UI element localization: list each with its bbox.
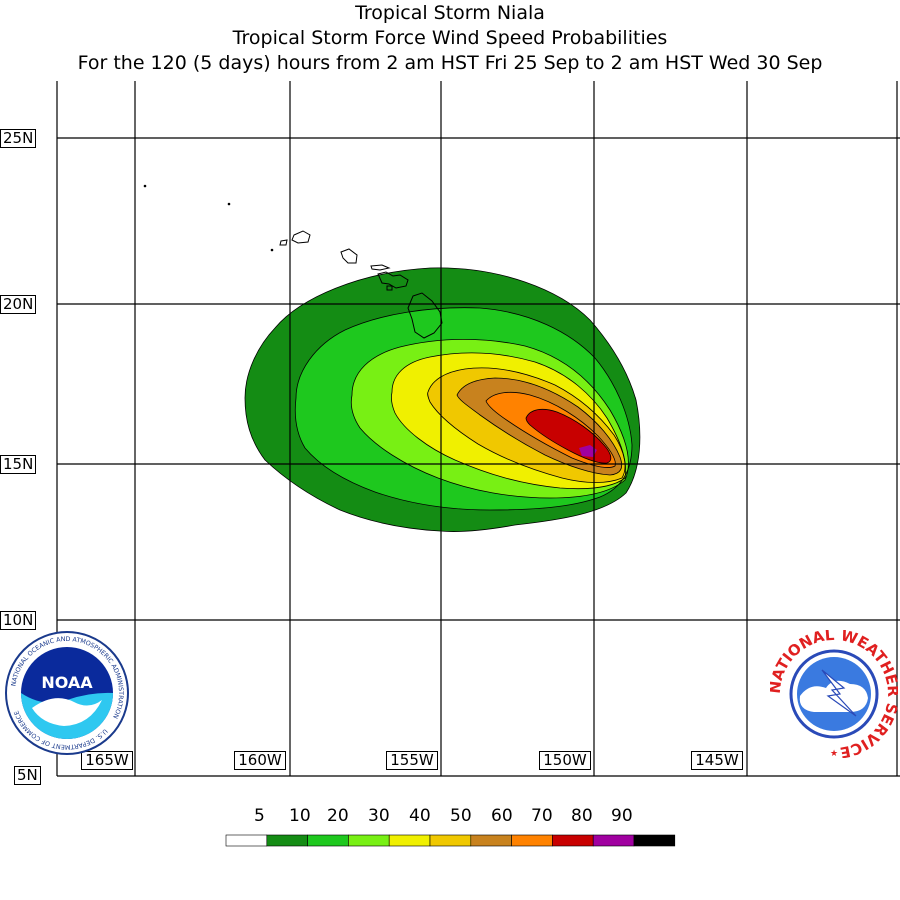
contour-80 bbox=[579, 445, 597, 457]
legend-swatch-0 bbox=[225, 834, 268, 847]
title-product: Tropical Storm Force Wind Speed Probabil… bbox=[232, 27, 668, 49]
legend-swatch-2 bbox=[307, 834, 349, 847]
lat-label-20n: 20N bbox=[0, 295, 37, 314]
legend-swatch-9 bbox=[592, 834, 635, 847]
legend-swatch-10 bbox=[633, 834, 676, 847]
legend-value-10: 10 bbox=[289, 806, 311, 826]
lat-label-15n: 15N bbox=[0, 455, 37, 474]
noaa-logo: NOAA NATIONAL OCEANIC AND ATMOSPHERIC AD… bbox=[5, 631, 129, 755]
legend-value-50: 50 bbox=[450, 806, 472, 826]
lat-label-10n: 10N bbox=[0, 611, 37, 630]
lon-label-145w: 145W bbox=[691, 751, 743, 770]
hawaiian-islands bbox=[143, 184, 443, 339]
noaa-logo-text: NOAA bbox=[41, 673, 93, 692]
legend-swatch-7 bbox=[511, 834, 553, 847]
lon-label-150w: 150W bbox=[539, 751, 591, 770]
island-oahu bbox=[340, 248, 358, 264]
legend-value-70: 70 bbox=[531, 806, 553, 826]
lon-label-165w: 165W bbox=[81, 751, 133, 770]
legend-swatch-6 bbox=[470, 834, 512, 847]
legend-color-bar bbox=[225, 834, 676, 847]
legend-value-20: 20 bbox=[327, 806, 349, 826]
legend-value-40: 40 bbox=[409, 806, 431, 826]
island-maui bbox=[377, 271, 409, 289]
island-kauai bbox=[291, 230, 311, 244]
lat-label-25n: 25N bbox=[0, 129, 37, 148]
legend-swatch-1 bbox=[266, 834, 308, 847]
title-period: For the 120 (5 days) hours from 2 am HST… bbox=[77, 52, 823, 74]
lon-label-155w: 155W bbox=[386, 751, 438, 770]
legend-value-5: 5 bbox=[254, 806, 265, 826]
lat-label-5n: 5N bbox=[14, 766, 41, 785]
legend-value-60: 60 bbox=[491, 806, 513, 826]
contour-lines bbox=[244, 267, 641, 533]
island-hawaii bbox=[407, 292, 443, 339]
legend-value-80: 80 bbox=[571, 806, 593, 826]
legend-value-90: 90 bbox=[611, 806, 633, 826]
legend-swatch-3 bbox=[348, 834, 390, 847]
svg-text:★: ★ bbox=[830, 749, 838, 758]
legend-swatch-5 bbox=[429, 834, 472, 847]
legend-swatch-4 bbox=[388, 834, 431, 847]
lon-label-160w: 160W bbox=[234, 751, 286, 770]
legend-swatch-8 bbox=[552, 834, 594, 847]
title-storm-name: Tropical Storm Niala bbox=[355, 2, 545, 24]
legend-value-30: 30 bbox=[368, 806, 390, 826]
probability-contours bbox=[245, 267, 640, 532]
